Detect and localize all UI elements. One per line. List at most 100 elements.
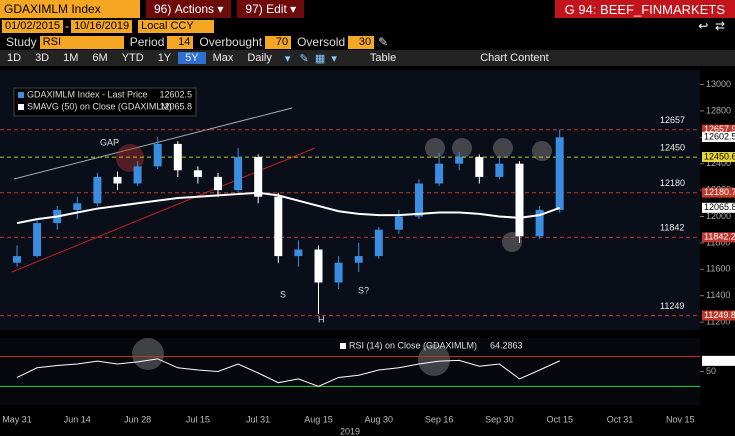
candle-body <box>374 229 383 257</box>
legend-value: 12602.5 <box>159 89 192 99</box>
y-tick-label: 11400 <box>706 290 730 300</box>
series-line <box>16 358 560 387</box>
candle-body <box>415 183 423 217</box>
price-tag <box>702 355 735 366</box>
candle-body <box>435 163 444 184</box>
candle-body <box>133 166 142 184</box>
level-label: 11842 <box>660 223 684 233</box>
x-tick-label: Nov 15 <box>666 414 695 424</box>
x-tick-label: Oct 31 <box>607 414 634 424</box>
range-button[interactable]: 1M <box>63 52 79 64</box>
price-tag-label: 64.2863 <box>704 355 735 365</box>
x-tick-label: May 31 <box>2 414 32 424</box>
study[interactable]: RSI <box>39 35 124 49</box>
edit-icon[interactable]: ✎ <box>378 35 389 49</box>
x-tick-label: Jul 31 <box>246 414 270 424</box>
candle-body <box>73 203 82 210</box>
oversold[interactable]: 30 <box>348 35 375 49</box>
title-bar: GDAXIMLM Index 96) Actions ▾ 97) Edit ▾ … <box>0 0 735 18</box>
price-tag <box>702 131 735 142</box>
candle-body <box>274 196 283 257</box>
date-bar: 01/02/2015- 10/16/2019 Local CCY ↩ ⇄ <box>0 18 735 34</box>
candle-body <box>334 262 343 283</box>
price-tag <box>702 232 735 243</box>
table-button[interactable]: Table <box>369 52 397 64</box>
y-tick-label: 50 <box>706 366 716 376</box>
candle-body <box>354 256 363 263</box>
price-tag <box>702 310 735 321</box>
y-tick-label: 12400 <box>706 158 731 168</box>
range-button[interactable]: YTD <box>121 52 144 64</box>
annotation: S? <box>358 285 369 295</box>
x-tick-label: Sep 16 <box>425 414 454 424</box>
highlight-circles <box>116 138 552 376</box>
candle-body <box>294 249 303 257</box>
page-id: G 94: BEEF_FINMARKETS <box>554 0 735 18</box>
candle-body <box>535 209 544 237</box>
chart-content[interactable]: Chart Content <box>480 52 549 64</box>
range-button[interactable]: 3D <box>35 52 50 64</box>
chart: GAP S S? H 2019 112001140011600118001200… <box>0 66 735 436</box>
y-tick-label: 12000 <box>706 211 731 221</box>
level-label: 12450 <box>660 142 685 152</box>
range-button[interactable]: 6M <box>92 52 108 64</box>
candle-body <box>314 249 323 283</box>
nav-icons[interactable]: ↩ ⇄ <box>698 19 725 33</box>
level-label: 11249 <box>660 301 684 311</box>
legend-swatch <box>18 104 24 110</box>
security[interactable]: GDAXIMLM Index <box>0 0 140 18</box>
field-label: Study <box>6 35 37 49</box>
actions-menu[interactable]: 96) Actions ▾ <box>146 0 232 18</box>
candle-body <box>495 163 504 177</box>
candle-body <box>113 176 122 184</box>
tool-icons[interactable]: ▾ ✎ ▦ ▾ <box>284 52 337 65</box>
candle-body <box>33 223 42 257</box>
legend-label: SMAVG (50) on Close (GDAXIMLM) <box>27 101 172 111</box>
price-tag <box>702 152 735 163</box>
range-button[interactable]: 5Y <box>178 52 206 64</box>
price-tag-label: 12602.5 <box>704 131 735 141</box>
price-tag-label: 11249.8 <box>704 310 735 320</box>
x-tick-label: Aug 30 <box>365 414 394 424</box>
edit-menu[interactable]: 97) Edit ▾ <box>237 0 305 18</box>
y-tick-label: 13000 <box>706 79 731 89</box>
field-label: Overbought <box>199 35 263 49</box>
price-tag-label: 12180.7 <box>704 187 735 197</box>
currency[interactable]: Local CCY <box>138 19 215 33</box>
period[interactable]: 14 <box>167 35 194 49</box>
y-tick-label: 11600 <box>706 264 730 274</box>
candle-body <box>455 157 464 164</box>
menu-number: 96) <box>154 2 172 16</box>
menu-label: Actions <box>174 2 215 16</box>
candle-body <box>13 256 21 263</box>
legend-value: 12065.8 <box>159 101 192 111</box>
x-tick-label: Jun 14 <box>64 414 91 424</box>
legend-swatch <box>340 343 346 349</box>
frequency[interactable]: Daily <box>247 52 272 64</box>
trend-line <box>11 147 316 273</box>
overbought[interactable]: 70 <box>265 35 292 49</box>
range-button[interactable]: 1Y <box>157 52 172 64</box>
candle-body <box>515 163 524 237</box>
candle-body <box>173 143 182 171</box>
legend-label: RSI (14) on Close (GDAXIMLM) <box>349 340 477 350</box>
range-button[interactable]: 1D <box>7 52 22 64</box>
x-tick-label: Aug 15 <box>304 414 333 424</box>
annotation: H <box>318 314 325 324</box>
x-tick-label: Jul 15 <box>186 414 210 424</box>
price-tag-label: 12065.8 <box>704 202 735 212</box>
candle-body <box>93 176 102 204</box>
series-line <box>16 191 561 225</box>
candle-body <box>254 157 263 197</box>
legend-box <box>13 87 197 117</box>
rsi-panel <box>0 338 700 405</box>
x-tick-label: Sep 30 <box>485 414 514 424</box>
candle-body <box>394 216 403 230</box>
candle-body <box>153 143 162 167</box>
range-button[interactable]: Max <box>212 52 234 64</box>
end-date[interactable]: 10/16/2019 <box>71 19 133 33</box>
candle-body <box>475 157 484 177</box>
start-date[interactable]: 01/02/2015 <box>2 19 64 33</box>
price-tag <box>702 202 735 213</box>
